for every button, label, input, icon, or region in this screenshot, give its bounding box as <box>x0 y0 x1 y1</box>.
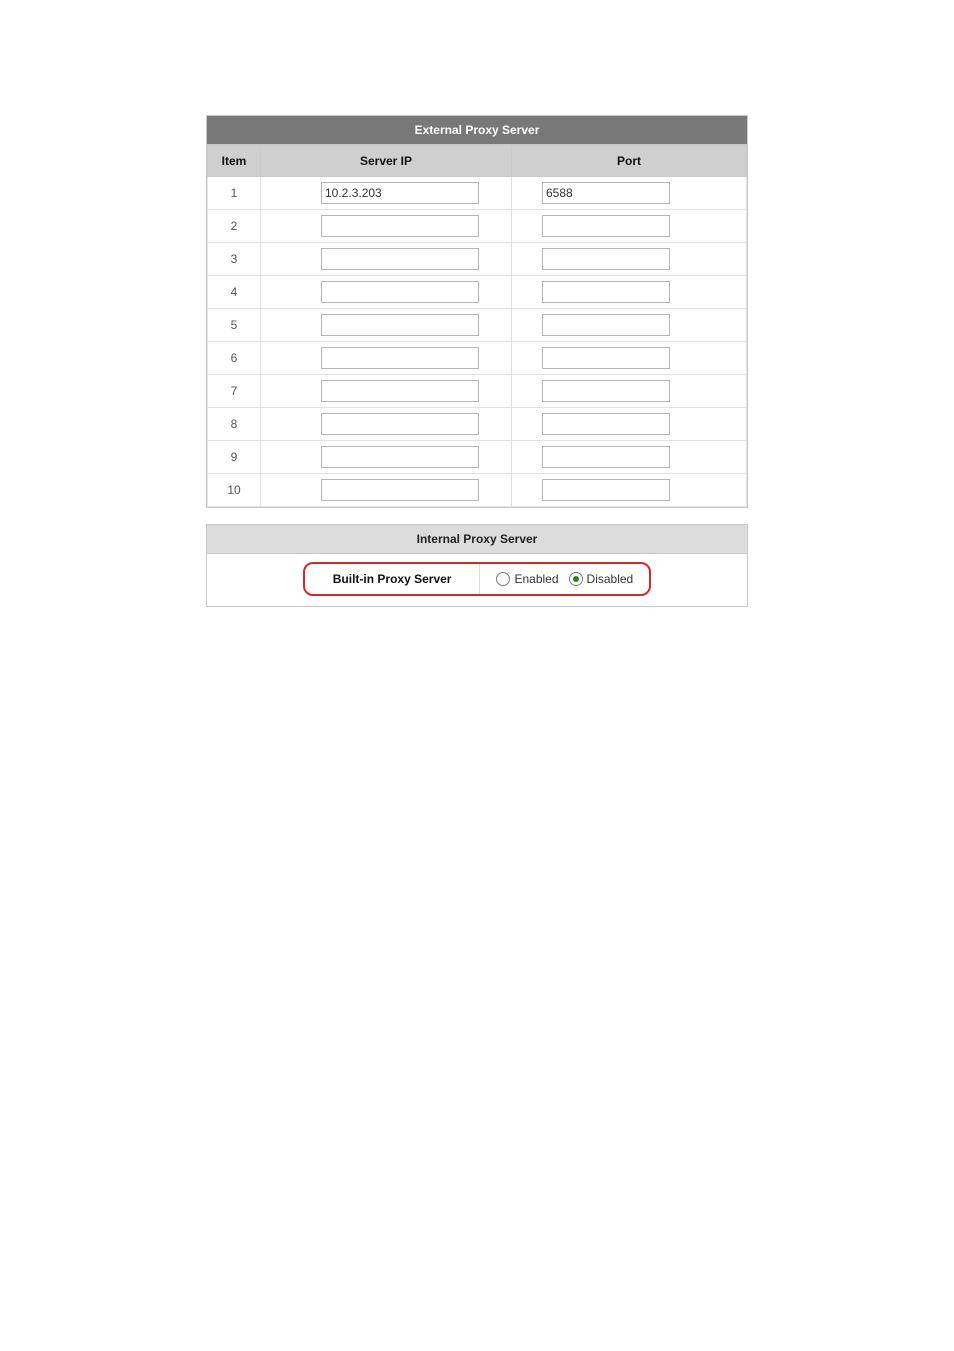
internal-row: Built-in Proxy Server Enabled Disabled <box>207 554 747 606</box>
table-row: 5 <box>208 309 747 342</box>
item-number: 5 <box>208 309 261 342</box>
table-row: 7 <box>208 375 747 408</box>
server-ip-input[interactable] <box>321 413 479 435</box>
server-ip-cell <box>261 441 512 474</box>
port-input[interactable] <box>542 347 670 369</box>
col-port: Port <box>512 146 747 177</box>
external-panel-title: External Proxy Server <box>207 116 747 145</box>
item-number: 2 <box>208 210 261 243</box>
port-cell <box>512 210 747 243</box>
item-number: 9 <box>208 441 261 474</box>
port-input[interactable] <box>542 215 670 237</box>
port-input[interactable] <box>542 182 670 204</box>
table-header-row: Item Server IP Port <box>208 146 747 177</box>
server-ip-input[interactable] <box>321 380 479 402</box>
builtin-proxy-options: Enabled Disabled <box>480 564 649 594</box>
server-ip-cell <box>261 375 512 408</box>
server-ip-cell <box>261 309 512 342</box>
builtin-proxy-label: Built-in Proxy Server <box>305 564 481 594</box>
server-ip-input[interactable] <box>321 281 479 303</box>
server-ip-cell <box>261 243 512 276</box>
item-number: 1 <box>208 177 261 210</box>
server-ip-input[interactable] <box>321 215 479 237</box>
port-input[interactable] <box>542 380 670 402</box>
table-row: 6 <box>208 342 747 375</box>
port-cell <box>512 276 747 309</box>
port-cell <box>512 309 747 342</box>
table-row: 2 <box>208 210 747 243</box>
port-cell <box>512 375 747 408</box>
page: External Proxy Server Item Server IP Por… <box>0 0 954 663</box>
server-ip-input[interactable] <box>321 248 479 270</box>
internal-proxy-panel: Internal Proxy Server Built-in Proxy Ser… <box>206 524 748 607</box>
external-proxy-table: Item Server IP Port 12345678910 <box>207 145 747 507</box>
server-ip-input[interactable] <box>321 347 479 369</box>
table-row: 10 <box>208 474 747 507</box>
col-server-ip: Server IP <box>261 146 512 177</box>
server-ip-input[interactable] <box>321 446 479 468</box>
server-ip-cell <box>261 276 512 309</box>
server-ip-cell <box>261 408 512 441</box>
server-ip-input[interactable] <box>321 314 479 336</box>
port-input[interactable] <box>542 248 670 270</box>
port-cell <box>512 243 747 276</box>
item-number: 7 <box>208 375 261 408</box>
internal-panel-title: Internal Proxy Server <box>207 525 747 554</box>
server-ip-cell <box>261 210 512 243</box>
port-input[interactable] <box>542 314 670 336</box>
server-ip-input[interactable] <box>321 182 479 204</box>
port-cell <box>512 441 747 474</box>
item-number: 8 <box>208 408 261 441</box>
port-cell <box>512 177 747 210</box>
table-row: 8 <box>208 408 747 441</box>
server-ip-cell <box>261 474 512 507</box>
radio-enabled-label: Enabled <box>514 572 558 586</box>
server-ip-cell <box>261 342 512 375</box>
port-input[interactable] <box>542 413 670 435</box>
radio-enabled-dot <box>496 572 510 586</box>
item-number: 10 <box>208 474 261 507</box>
port-input[interactable] <box>542 281 670 303</box>
item-number: 3 <box>208 243 261 276</box>
item-number: 4 <box>208 276 261 309</box>
port-cell <box>512 342 747 375</box>
col-item: Item <box>208 146 261 177</box>
server-ip-input[interactable] <box>321 479 479 501</box>
port-cell <box>512 408 747 441</box>
table-row: 9 <box>208 441 747 474</box>
radio-enabled[interactable]: Enabled <box>496 572 558 586</box>
builtin-proxy-highlight-box: Built-in Proxy Server Enabled Disabled <box>303 562 651 596</box>
radio-disabled[interactable]: Disabled <box>569 572 634 586</box>
item-number: 6 <box>208 342 261 375</box>
external-proxy-panel: External Proxy Server Item Server IP Por… <box>206 115 748 508</box>
table-row: 3 <box>208 243 747 276</box>
port-input[interactable] <box>542 479 670 501</box>
port-cell <box>512 474 747 507</box>
server-ip-cell <box>261 177 512 210</box>
table-row: 4 <box>208 276 747 309</box>
radio-disabled-label: Disabled <box>587 572 634 586</box>
table-row: 1 <box>208 177 747 210</box>
radio-disabled-dot <box>569 572 583 586</box>
port-input[interactable] <box>542 446 670 468</box>
